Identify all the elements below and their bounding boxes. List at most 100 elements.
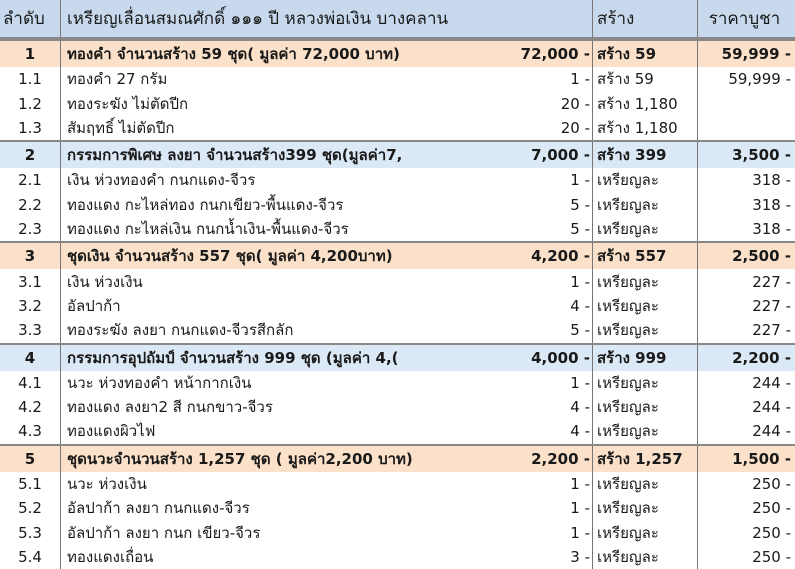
row-description: ชุดเงิน จำนวนสร้าง 557 ชุด( มูลค่า 4,200… bbox=[61, 243, 593, 270]
row-description: ทองแดง ลงยา2 สี กนกขาว-จีวร 4 - bbox=[61, 394, 593, 420]
quantity: 20 - bbox=[560, 118, 590, 137]
header-build: สร้าง bbox=[593, 0, 698, 37]
group-row: 1 ทองคำ จำนวนสร้าง 59 ชุด( มูลค่า 72,000 … bbox=[0, 39, 795, 67]
row-no: 3.2 bbox=[0, 293, 61, 319]
item-row: 2.1 เงิน ห่วงทองคำ กนกแดง-จีวร 1 - เหรียญละ… bbox=[0, 168, 795, 193]
row-no: 5.3 bbox=[0, 520, 61, 545]
description-text: สัมฤทธิ์ ไม่ตัดปีก bbox=[67, 118, 175, 137]
quantity: 4 - bbox=[570, 398, 590, 417]
row-build: เหรียญละ bbox=[593, 293, 698, 319]
row-price bbox=[698, 91, 795, 115]
row-build: เหรียญละ bbox=[593, 471, 698, 497]
row-description: ทองแดง กะไหล่เงิน กนกน้ำเงิน-พื้นแดง-จีว… bbox=[61, 216, 593, 242]
row-description: อัลปาก้า 4 - bbox=[61, 293, 593, 319]
row-price: 318 - bbox=[752, 171, 791, 190]
row-description: ทองแดง กะไหล่ทอง กนกเขียว-พื้นแดง-จีวร 5 … bbox=[61, 192, 593, 217]
row-build: เหรียญละ bbox=[593, 394, 698, 420]
row-build: เหรียญละ bbox=[593, 269, 698, 294]
row-description: กรรมการพิเศษ ลงยา จำนวนสร้าง399 ชุด(มูลค… bbox=[61, 142, 593, 169]
row-no: 3.3 bbox=[0, 318, 61, 343]
row-price: 318 - bbox=[752, 195, 791, 214]
row-description: กรรมการอุปถัมป์ จำนวนสร้าง 999 ชุด (มูลค… bbox=[61, 344, 593, 371]
quantity: 2,200 - bbox=[531, 449, 590, 468]
row-build: เหรียญละ bbox=[593, 370, 698, 395]
description-text: ทองระฆัง ลงยา กนกแดง-จีวรสีกลัก bbox=[67, 321, 294, 340]
row-description: เงิน ห่วงเงิน 1 - bbox=[61, 269, 593, 294]
row-description: ทองระฆัง ไม่ตัดปีก 20 - bbox=[61, 91, 593, 116]
row-description: นวะ ห่วงทองคำ หน้ากากเงิน 1 - bbox=[61, 370, 593, 395]
quantity: 4,000 - bbox=[531, 348, 590, 367]
row-build: เหรียญละ bbox=[593, 318, 698, 343]
row-price: 59,999 - bbox=[728, 70, 791, 89]
row-price: 3,500 - bbox=[732, 146, 791, 165]
description-text: ทองคำ 27 กรัม bbox=[67, 70, 168, 89]
quantity: 1 - bbox=[570, 474, 590, 493]
row-build: สร้าง 557 bbox=[593, 243, 698, 270]
row-build: เหรียญละ bbox=[593, 168, 698, 193]
row-build: สร้าง 59 bbox=[593, 67, 698, 92]
description-text: เงิน ห่วงเงิน bbox=[67, 272, 143, 291]
item-row: 1.2 ทองระฆัง ไม่ตัดปีก 20 - สร้าง 1,180 bbox=[0, 91, 795, 116]
row-price: 2,200 - bbox=[732, 348, 791, 367]
row-no: 4 bbox=[0, 344, 61, 371]
row-description: ทองคำ 27 กรัม 1 - bbox=[61, 67, 593, 92]
row-description: อัลปาก้า ลงยา กนก เขียว-จีวร 1 - bbox=[61, 520, 593, 545]
item-row: 3.3 ทองระฆัง ลงยา กนกแดง-จีวรสีกลัก 5 - เหร… bbox=[0, 318, 795, 343]
row-no: 4.1 bbox=[0, 370, 61, 395]
row-price: 227 - bbox=[752, 272, 791, 291]
row-no: 1.2 bbox=[0, 91, 61, 116]
item-row: 3.1 เงิน ห่วงเงิน 1 - เหรียญละ 227 - bbox=[0, 269, 795, 294]
row-price: 1,500 - bbox=[732, 449, 791, 468]
description-text: กรรมการอุปถัมป์ จำนวนสร้าง 999 ชุด (มูลค… bbox=[67, 348, 399, 367]
row-build: สร้าง 1,180 bbox=[593, 91, 698, 116]
row-price: 227 - bbox=[752, 296, 791, 315]
row-no: 2.1 bbox=[0, 168, 61, 193]
row-price bbox=[698, 116, 795, 140]
row-price: 244 - bbox=[752, 398, 791, 417]
item-row: 4.3 ทองแดงผิวไฟ 4 - เหรียญละ 244 - bbox=[0, 419, 795, 444]
item-row: 1.3 สัมฤทธิ์ ไม่ตัดปีก 20 - สร้าง 1,180 bbox=[0, 115, 795, 141]
quantity: 3 - bbox=[570, 548, 590, 567]
row-no: 5 bbox=[0, 445, 61, 472]
description-text: กรรมการพิเศษ ลงยา จำนวนสร้าง399 ชุด(มูลค… bbox=[67, 146, 403, 165]
item-row: 2.3 ทองแดง กะไหล่เงิน กนกน้ำเงิน-พื้นแดง-… bbox=[0, 216, 795, 242]
description-text: เงิน ห่วงทองคำ กนกแดง-จีวร bbox=[67, 171, 256, 190]
quantity: 5 - bbox=[570, 220, 590, 239]
table-header: ลำดับ เหรียญเลื่อนสมณศักดิ์ ๑๑๑ ปี หลวงพ… bbox=[0, 0, 795, 39]
quantity: 1 - bbox=[570, 171, 590, 190]
quantity: 1 - bbox=[570, 499, 590, 518]
row-build: เหรียญละ bbox=[593, 216, 698, 242]
quantity: 7,000 - bbox=[531, 146, 590, 165]
description-text: ทองแดง ลงยา2 สี กนกขาว-จีวร bbox=[67, 398, 273, 417]
quantity: 1 - bbox=[570, 523, 590, 542]
row-no: 5.2 bbox=[0, 496, 61, 521]
row-price: 2,500 - bbox=[732, 247, 791, 266]
row-build: สร้าง 1,257 bbox=[593, 445, 698, 472]
description-text: อัลปาก้า ลงยา กนกแดง-จีวร bbox=[67, 499, 250, 518]
item-row: 3.2 อัลปาก้า 4 - เหรียญละ 227 - bbox=[0, 293, 795, 319]
description-text: นวะ ห่วงทองคำ หน้ากากเงิน bbox=[67, 373, 252, 392]
row-build: สร้าง 59 bbox=[593, 41, 698, 67]
quantity: 5 - bbox=[570, 321, 590, 340]
row-build: เหรียญละ bbox=[593, 192, 698, 217]
row-no: 5.1 bbox=[0, 471, 61, 497]
description-text: อัลปาก้า bbox=[67, 296, 121, 315]
item-row: 4.2 ทองแดง ลงยา2 สี กนกขาว-จีวร 4 - เหรียญล… bbox=[0, 394, 795, 420]
quantity: 5 - bbox=[570, 195, 590, 214]
row-no: 1.1 bbox=[0, 67, 61, 92]
row-price: 244 - bbox=[752, 422, 791, 441]
description-text: ชุดนวะจำนวนสร้าง 1,257 ชุด ( มูลค่า2,200… bbox=[67, 449, 413, 468]
row-build: เหรียญละ bbox=[593, 520, 698, 545]
row-price: 250 - bbox=[752, 499, 791, 518]
row-description: เงิน ห่วงทองคำ กนกแดง-จีวร 1 - bbox=[61, 168, 593, 193]
row-no: 1 bbox=[0, 41, 61, 67]
description-text: ทองแดง กะไหล่ทอง กนกเขียว-พื้นแดง-จีวร bbox=[67, 195, 344, 214]
item-row: 5.2 อัลปาก้า ลงยา กนกแดง-จีวร 1 - เหรียญละ 2… bbox=[0, 496, 795, 521]
header-title: เหรียญเลื่อนสมณศักดิ์ ๑๑๑ ปี หลวงพ่อเงิน… bbox=[61, 0, 593, 37]
header-price: ราคาบูชา bbox=[708, 9, 781, 29]
group-row: 2 กรรมการพิเศษ ลงยา จำนวนสร้าง399 ชุด(มูล… bbox=[0, 140, 795, 169]
row-no: 4.2 bbox=[0, 394, 61, 420]
row-description: ชุดนวะจำนวนสร้าง 1,257 ชุด ( มูลค่า2,200… bbox=[61, 445, 593, 472]
row-build: เหรียญละ bbox=[593, 419, 698, 444]
quantity: 4,200 - bbox=[531, 247, 590, 266]
